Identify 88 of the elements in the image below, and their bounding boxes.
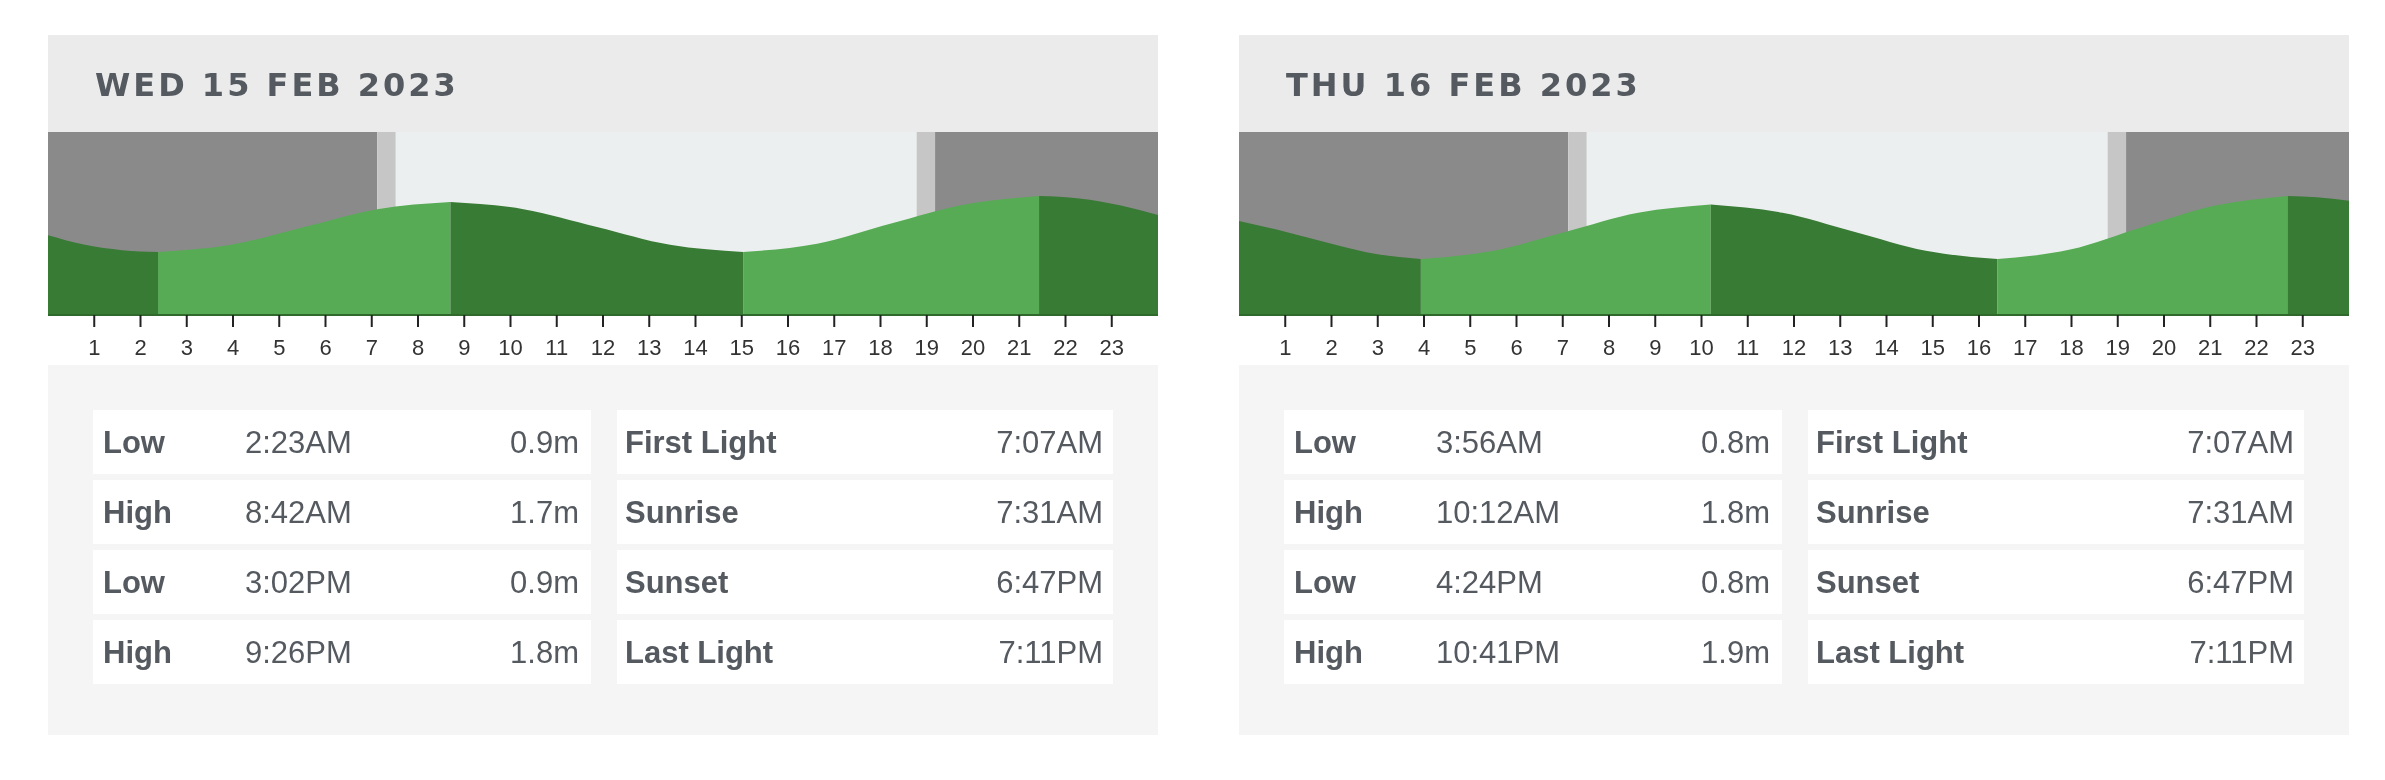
text: 4:24PM	[1436, 565, 1543, 600]
x-tick-label: 7	[1556, 335, 1569, 360]
text: Last Light	[625, 635, 774, 670]
x-tick-label: 1	[1279, 335, 1292, 360]
text: 0.9m	[510, 565, 579, 600]
text: Last Light	[1816, 635, 1965, 670]
text: 8:42AM	[245, 495, 352, 530]
text: 9:26PM	[245, 635, 352, 670]
text: Low	[103, 425, 166, 460]
x-tick-label: 12	[590, 335, 616, 360]
text: High	[1294, 495, 1363, 530]
text: 10:12AM	[1436, 495, 1561, 530]
x-tick-label: 9	[1649, 335, 1662, 360]
x-tick-label: 12	[1781, 335, 1807, 360]
text: 7:07AM	[2187, 425, 2294, 460]
text: 0.8m	[1701, 565, 1770, 600]
x-tick-label: 2	[1325, 335, 1338, 360]
x-tick-label: 14	[683, 335, 708, 360]
text: Sunset	[625, 565, 729, 600]
text: 7:11PM	[2189, 635, 2294, 670]
text: 1.7m	[510, 495, 579, 530]
x-tick-label: 4	[1417, 335, 1431, 360]
x-tick-label: 21	[1007, 335, 1032, 360]
text: First Light	[1816, 425, 1968, 460]
x-tick-label: 19	[914, 335, 939, 360]
x-tick-label: 10	[1689, 335, 1714, 360]
text: High	[103, 495, 172, 530]
x-tick-label: 13	[1828, 335, 1853, 360]
x-tick-label: 14	[1874, 335, 1899, 360]
text: 10:41PM	[1436, 635, 1561, 670]
text: Low	[1294, 565, 1357, 600]
x-tick-label: 17	[2013, 335, 2038, 360]
text: 3:02PM	[245, 565, 352, 600]
text: 1.9m	[1701, 635, 1770, 670]
x-tick-label: 22	[2244, 335, 2269, 360]
text: 7:31AM	[2187, 495, 2294, 530]
text: 0.8m	[1701, 425, 1770, 460]
text: Sunset	[1816, 565, 1920, 600]
x-tick-label: 5	[273, 335, 286, 360]
x-tick-label: 7	[365, 335, 378, 360]
x-tick-label: 16	[1966, 335, 1992, 360]
x-tick-label: 20	[2151, 335, 2177, 360]
text: 1.8m	[510, 635, 579, 670]
text: 7:11PM	[998, 635, 1103, 670]
text: Low	[103, 565, 166, 600]
chart-title: WED 15 FEB 2023	[95, 66, 459, 104]
x-tick-label: 21	[2198, 335, 2223, 360]
text: 7:07AM	[996, 425, 1103, 460]
text: High	[1294, 635, 1363, 670]
x-tick-label: 8	[1602, 335, 1616, 360]
x-tick-label: 18	[2059, 335, 2084, 360]
text: 1.8m	[1701, 495, 1770, 530]
text: Low	[1294, 425, 1357, 460]
x-tick-label: 6	[1510, 335, 1523, 360]
text: Sunrise	[625, 495, 739, 530]
x-tick-label: 18	[868, 335, 893, 360]
text: 6:47PM	[2187, 565, 2294, 600]
x-tick-label: 16	[775, 335, 801, 360]
x-tick-label: 6	[319, 335, 332, 360]
x-tick-label: 17	[822, 335, 847, 360]
x-tick-label: 11	[545, 335, 569, 360]
x-tick-label: 3	[1371, 335, 1384, 360]
x-tick-label: 5	[1464, 335, 1477, 360]
text: Sunrise	[1816, 495, 1930, 530]
text: 3:56AM	[1436, 425, 1543, 460]
x-tick-label: 19	[2105, 335, 2130, 360]
text: 0.9m	[510, 425, 579, 460]
x-tick-label: 15	[1920, 335, 1945, 360]
text: 2:23AM	[245, 425, 352, 460]
x-tick-label: 2	[134, 335, 147, 360]
text: First Light	[625, 425, 777, 460]
x-tick-label: 8	[411, 335, 425, 360]
text: High	[103, 635, 172, 670]
x-tick-label: 11	[1736, 335, 1760, 360]
x-tick-label: 3	[180, 335, 193, 360]
x-tick-label: 20	[960, 335, 986, 360]
x-tick-label: 4	[226, 335, 240, 360]
text: 7:31AM	[996, 495, 1103, 530]
chart-title: THU 16 FEB 2023	[1286, 66, 1641, 104]
x-tick-label: 22	[1053, 335, 1078, 360]
x-tick-label: 1	[88, 335, 101, 360]
x-tick-label: 23	[1099, 335, 1124, 360]
x-tick-label: 10	[498, 335, 523, 360]
x-tick-label: 15	[729, 335, 754, 360]
text: 6:47PM	[996, 565, 1103, 600]
x-tick-label: 9	[458, 335, 471, 360]
x-tick-label: 23	[2290, 335, 2315, 360]
x-tick-label: 13	[637, 335, 662, 360]
